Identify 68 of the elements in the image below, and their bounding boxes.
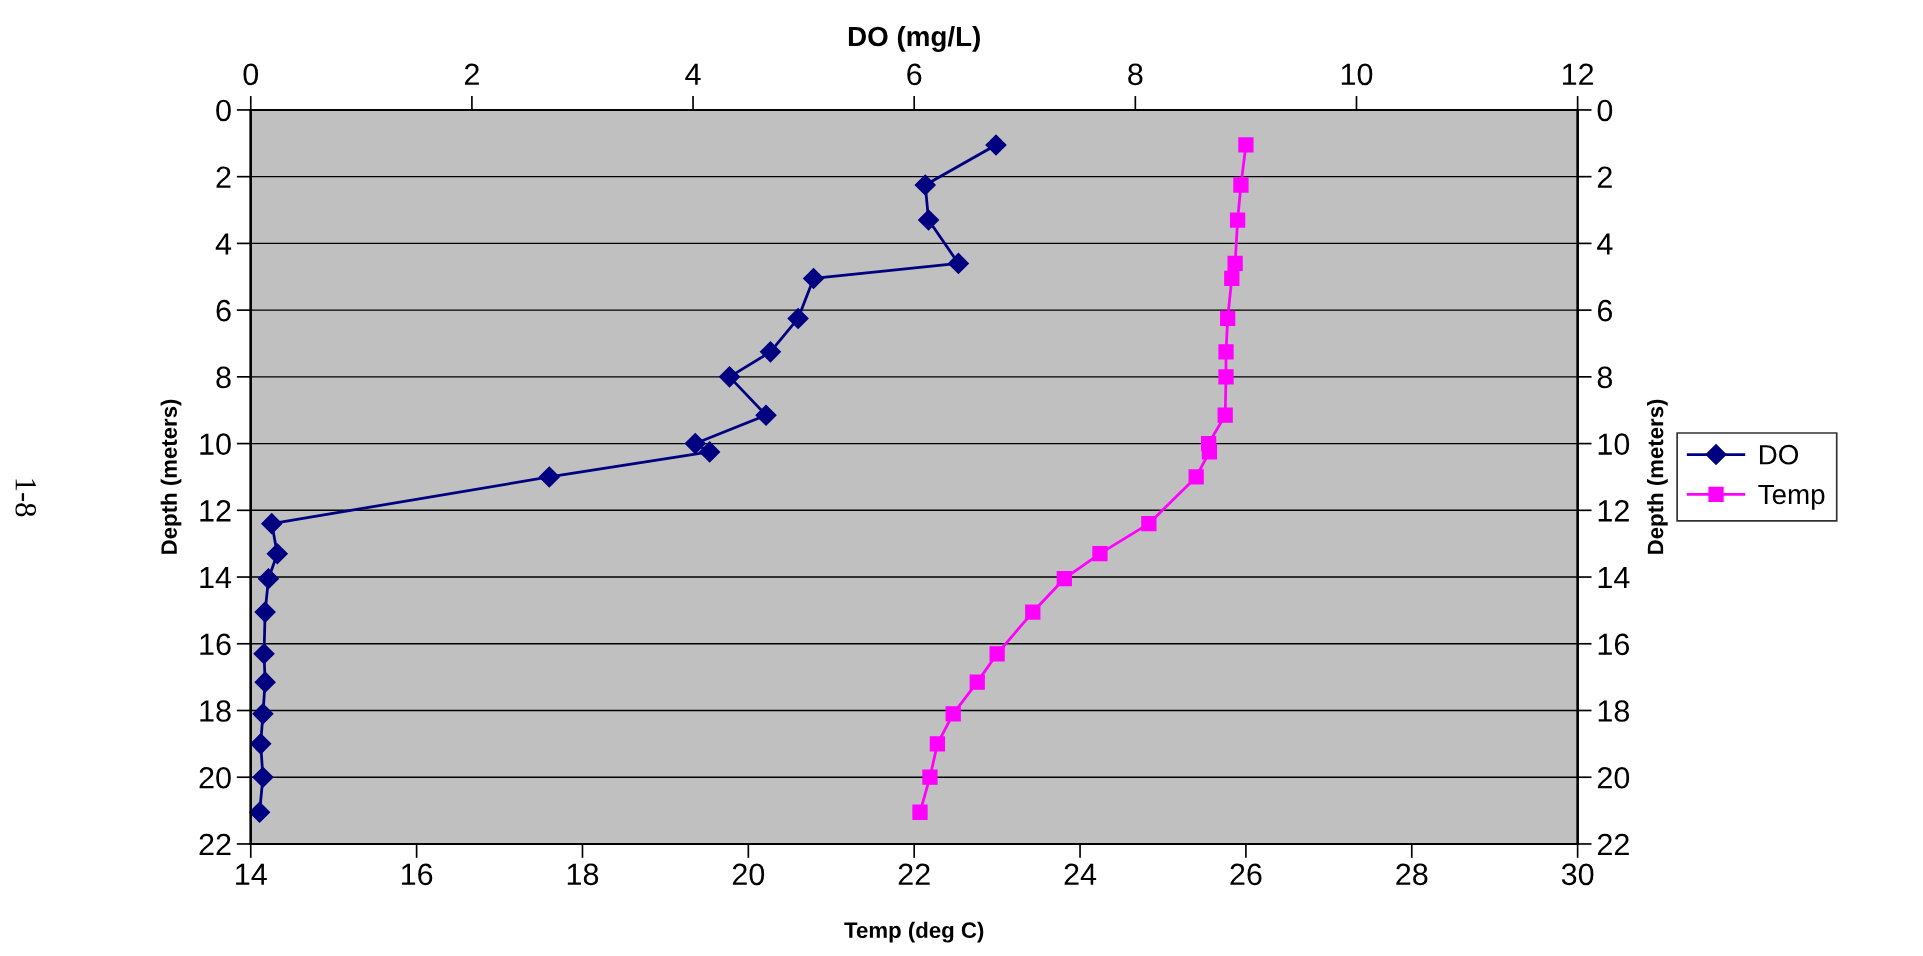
point bbox=[989, 646, 1005, 662]
x-tick-label: 28 bbox=[1396, 863, 1428, 886]
y-tick-label: 16 bbox=[200, 633, 231, 656]
y-tick-label: 4 bbox=[215, 233, 232, 255]
x2-axis-title: DO (mg/L) bbox=[848, 25, 980, 52]
point bbox=[1227, 255, 1243, 272]
x-tick-label: 30 bbox=[1561, 863, 1594, 886]
y2-tick-label: 4 bbox=[1597, 233, 1613, 255]
point bbox=[1188, 469, 1204, 485]
x2-tick-label: 4 bbox=[685, 63, 701, 85]
x-tick-label: 26 bbox=[1230, 863, 1262, 886]
y-tick-label: 14 bbox=[200, 567, 232, 589]
point bbox=[1201, 444, 1218, 460]
x2-tick-label: 8 bbox=[1128, 63, 1143, 86]
point bbox=[922, 769, 938, 785]
x-tick-label: 18 bbox=[567, 863, 599, 886]
y2-tick-label: 2 bbox=[1597, 166, 1612, 188]
y-tick-label: 10 bbox=[200, 433, 231, 455]
point bbox=[1056, 571, 1072, 587]
point bbox=[1218, 369, 1234, 385]
x2-tick-label: 10 bbox=[1341, 63, 1373, 86]
point bbox=[929, 736, 946, 752]
x2-tick-label: 12 bbox=[1562, 63, 1594, 85]
y-tick-label: 8 bbox=[216, 366, 231, 389]
y2-tick-label: 12 bbox=[1598, 500, 1629, 522]
x-tick-label: 22 bbox=[898, 863, 930, 885]
point bbox=[1238, 137, 1254, 153]
y-axis-title: Depth (meters) bbox=[160, 399, 182, 554]
y2-tick-label: 16 bbox=[1598, 633, 1630, 656]
legend-label: DO bbox=[1759, 444, 1799, 465]
x-tick-label: 16 bbox=[401, 863, 433, 886]
x2-tick-label: 0 bbox=[243, 63, 259, 86]
point bbox=[912, 804, 928, 820]
y-tick-label: 2 bbox=[216, 166, 231, 188]
y-tick-label: 0 bbox=[216, 99, 231, 122]
y-tick-label: 22 bbox=[199, 833, 231, 856]
point bbox=[945, 706, 961, 722]
point bbox=[969, 674, 985, 690]
x-tick-label: 24 bbox=[1064, 863, 1097, 885]
legend-label: Temp bbox=[1758, 484, 1825, 510]
y-tick-label: 6 bbox=[216, 299, 231, 322]
x2-tick-label: 2 bbox=[464, 63, 479, 85]
point bbox=[1229, 212, 1246, 228]
y2-tick-label: 0 bbox=[1597, 99, 1613, 122]
text: 1-8 bbox=[15, 479, 37, 517]
point bbox=[1220, 310, 1236, 327]
point bbox=[1092, 546, 1108, 562]
y2-tick-label: 20 bbox=[1597, 766, 1630, 789]
y2-tick-label: 22 bbox=[1597, 833, 1629, 856]
x2-tick-label: 6 bbox=[907, 63, 922, 86]
y2-axis-title: Depth (meters) bbox=[1647, 399, 1668, 554]
x-tick-label: 14 bbox=[236, 863, 267, 885]
point bbox=[1217, 407, 1233, 423]
y2-tick-label: 10 bbox=[1598, 433, 1630, 455]
y-tick-label: 18 bbox=[200, 700, 231, 722]
point bbox=[1141, 516, 1157, 532]
point bbox=[1224, 270, 1240, 287]
y2-tick-label: 14 bbox=[1598, 567, 1630, 589]
y-tick-label: 20 bbox=[199, 766, 231, 789]
x-tick-label: 20 bbox=[732, 863, 765, 886]
point bbox=[1218, 344, 1234, 360]
y2-tick-label: 6 bbox=[1597, 299, 1613, 322]
point bbox=[1025, 604, 1041, 620]
point bbox=[1233, 177, 1249, 193]
x-axis-title: Temp (deg C) bbox=[844, 921, 984, 943]
y-tick-label: 12 bbox=[200, 500, 231, 522]
y2-tick-label: 8 bbox=[1597, 366, 1613, 389]
y2-tick-label: 18 bbox=[1598, 700, 1630, 722]
